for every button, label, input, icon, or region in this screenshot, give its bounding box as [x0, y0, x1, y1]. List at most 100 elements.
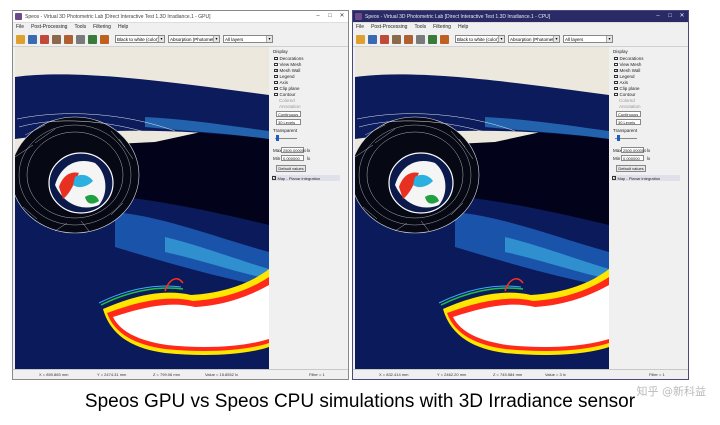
layers-icon[interactable] — [100, 34, 109, 44]
slider-thumb[interactable] — [275, 135, 279, 141]
layers-select[interactable]: All layers ▾ — [563, 35, 613, 43]
mode-select[interactable]: Continuous — [276, 111, 301, 117]
option-decorations[interactable]: Decorations — [274, 56, 304, 61]
menu-filtering[interactable]: Filtering — [433, 24, 451, 30]
option-legend[interactable]: Legend — [614, 74, 635, 79]
minimize-icon[interactable]: – — [656, 13, 660, 19]
hand-icon[interactable] — [428, 34, 437, 44]
display-heading: Display — [273, 49, 288, 54]
measure-icon[interactable] — [64, 34, 73, 44]
maximize-icon[interactable]: □ — [668, 13, 672, 19]
menu-help[interactable]: Help — [457, 24, 469, 30]
close-icon[interactable]: ✕ — [339, 13, 345, 19]
app-logo-icon — [355, 13, 362, 20]
minimize-icon[interactable]: – — [316, 13, 320, 19]
option-mesh-wall[interactable]: ✓ Mesh Wall — [614, 68, 641, 73]
menu-file[interactable]: File — [16, 24, 25, 30]
menu-file[interactable]: File — [356, 24, 365, 30]
checkbox[interactable] — [614, 80, 618, 85]
close-icon[interactable]: ✕ — [679, 13, 685, 19]
max-unit: lx — [647, 148, 651, 153]
option-legend[interactable]: Legend — [274, 74, 295, 79]
cpu-title-bar[interactable]: Speos - Virtual 3D Photometric Lab [Dire… — [353, 11, 688, 23]
irradiance-map — [355, 47, 609, 369]
rotate-icon[interactable] — [380, 34, 389, 44]
rotate-icon[interactable] — [40, 34, 49, 44]
checkbox[interactable] — [274, 56, 278, 61]
option-clip-plane[interactable]: Clip plane — [614, 86, 640, 91]
open-folder-icon[interactable] — [16, 34, 25, 44]
save-icon[interactable] — [28, 34, 37, 44]
option-view-mesh[interactable]: View Mesh — [274, 62, 301, 67]
menu-bar: File Post-Processing Tools Filtering Hel… — [353, 23, 688, 31]
max-field[interactable]: 2500.000000 — [281, 147, 307, 153]
menu-post-processing[interactable]: Post-Processing — [31, 24, 68, 30]
open-folder-icon[interactable] — [356, 34, 365, 44]
option-contour[interactable]: Contour — [614, 92, 636, 97]
irradiance-viewport[interactable] — [355, 47, 609, 369]
map-planar-option[interactable]: ✓ Map - Planar integration — [612, 175, 680, 181]
maximize-icon[interactable]: □ — [328, 13, 332, 19]
checkbox[interactable] — [614, 56, 618, 61]
layers-select[interactable]: All layers ▾ — [223, 35, 273, 43]
toolbar: Black to white (color) ▾ Absorption (Pho… — [353, 32, 688, 47]
transparency-slider[interactable] — [275, 135, 297, 141]
menu-tools[interactable]: Tools — [74, 24, 87, 30]
option-mesh-wall[interactable]: ✓ Mesh Wall — [274, 68, 301, 73]
default-values-button[interactable]: Default values — [276, 165, 306, 172]
menu-tools[interactable]: Tools — [414, 24, 427, 30]
checkbox[interactable] — [274, 80, 278, 85]
measure-select[interactable]: Absorption (Photometric) ▾ — [168, 35, 220, 43]
min-field[interactable]: 0.000000 — [281, 155, 304, 161]
checkbox-checked[interactable]: ✓ — [612, 176, 616, 181]
option-clip-plane[interactable]: Clip plane — [274, 86, 300, 91]
transparency-slider[interactable] — [615, 135, 637, 141]
menu-filtering[interactable]: Filtering — [93, 24, 111, 30]
irradiance-viewport[interactable] — [15, 47, 269, 369]
chevron-down-icon: ▾ — [266, 36, 272, 42]
print-icon[interactable] — [416, 34, 425, 44]
option-contour[interactable]: Contour — [274, 92, 296, 97]
default-values-button[interactable]: Default values — [616, 165, 646, 172]
print-icon[interactable] — [76, 34, 85, 44]
menu-post-processing[interactable]: Post-Processing — [371, 24, 408, 30]
checkbox[interactable] — [614, 86, 618, 91]
mode-select[interactable]: Continuous — [616, 111, 641, 117]
view-icon[interactable] — [392, 34, 401, 44]
option-axis[interactable]: Axis — [274, 80, 288, 85]
slider-thumb[interactable] — [616, 135, 620, 141]
option-view-mesh[interactable]: View Mesh — [614, 62, 641, 67]
checkbox[interactable] — [274, 92, 278, 97]
map-planar-option[interactable]: ✓ Map - Planar integration — [272, 175, 340, 181]
transparent-label: Transparent — [613, 128, 638, 133]
chevron-down-icon: ▾ — [553, 36, 559, 42]
checkbox-checked[interactable]: ✓ — [274, 68, 278, 73]
hand-icon[interactable] — [88, 34, 97, 44]
levels-select[interactable]: 30 Levels — [616, 119, 641, 125]
checkbox[interactable] — [614, 74, 618, 79]
measure-select[interactable]: Absorption (Photometric) ▾ — [508, 35, 560, 43]
measure-icon[interactable] — [404, 34, 413, 44]
option-axis[interactable]: Axis — [614, 80, 628, 85]
color-mode-select[interactable]: Black to white (color) ▾ — [115, 35, 165, 43]
chevron-down-icon: ▾ — [158, 36, 164, 42]
menu-bar: File Post-Processing Tools Filtering Hel… — [13, 23, 348, 31]
checkbox[interactable] — [614, 62, 618, 67]
checkbox[interactable] — [274, 74, 278, 79]
layers-icon[interactable] — [440, 34, 449, 44]
checkbox-checked[interactable]: ✓ — [614, 68, 618, 73]
min-field[interactable]: 0.000000 — [621, 155, 644, 161]
menu-help[interactable]: Help — [117, 24, 129, 30]
levels-select[interactable]: 30 Levels — [276, 119, 301, 125]
checkbox[interactable] — [274, 86, 278, 91]
color-mode-select[interactable]: Black to white (color) ▾ — [455, 35, 505, 43]
checkbox[interactable] — [614, 92, 618, 97]
checkbox-checked[interactable]: ✓ — [272, 176, 276, 181]
max-field[interactable]: 2500.000000 — [621, 147, 647, 153]
watermark: 知乎 @新科益 — [636, 385, 707, 398]
checkbox[interactable] — [274, 62, 278, 67]
option-decorations[interactable]: Decorations — [614, 56, 644, 61]
save-icon[interactable] — [368, 34, 377, 44]
view-icon[interactable] — [52, 34, 61, 44]
gpu-title-bar[interactable]: Speos - Virtual 3D Photometric Lab [Dire… — [13, 11, 348, 23]
